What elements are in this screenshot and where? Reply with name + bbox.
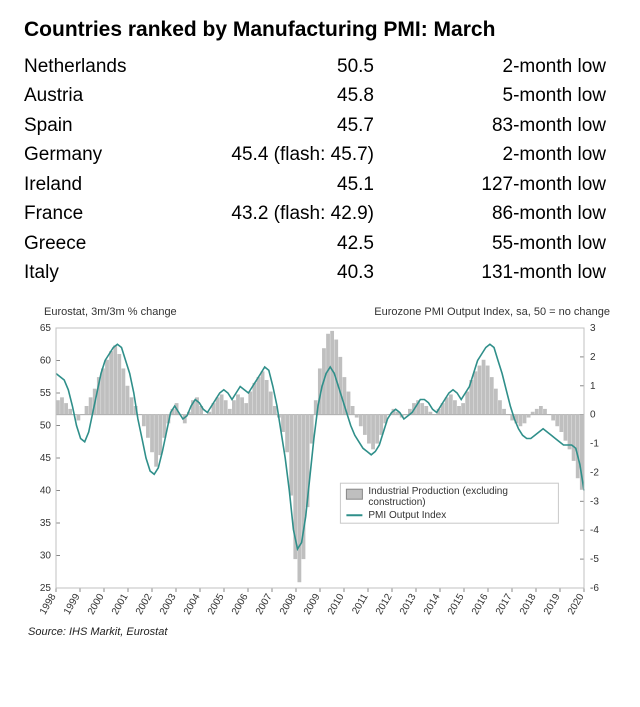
country-cell: Ireland [24, 170, 194, 199]
svg-text:2020: 2020 [566, 591, 587, 616]
svg-text:30: 30 [40, 550, 52, 561]
source-text: Source: IHS Markit, Eurostat [24, 626, 616, 638]
svg-text:2: 2 [590, 351, 596, 362]
value-cell: 45.8 [194, 81, 394, 110]
svg-text:2013: 2013 [398, 591, 419, 616]
value-cell: 45.1 [194, 170, 394, 199]
svg-text:3: 3 [590, 323, 596, 334]
svg-text:2000: 2000 [86, 591, 107, 616]
country-cell: Netherlands [24, 52, 194, 81]
country-cell: Germany [24, 140, 194, 169]
note-cell: 86-month low [394, 199, 616, 228]
country-cell: Greece [24, 229, 194, 258]
svg-text:2019: 2019 [542, 591, 563, 616]
svg-text:-5: -5 [590, 554, 599, 565]
svg-text:2016: 2016 [470, 591, 491, 616]
table-row: Spain 45.7 83-month low [24, 111, 616, 140]
svg-text:2003: 2003 [158, 591, 179, 616]
svg-text:2014: 2014 [422, 591, 443, 616]
value-cell: 43.2 (flash: 42.9) [194, 199, 394, 228]
page-title: Countries ranked by Manufacturing PMI: M… [24, 18, 616, 42]
svg-text:2017: 2017 [494, 591, 515, 616]
svg-text:-6: -6 [590, 583, 599, 594]
svg-text:55: 55 [40, 388, 52, 399]
svg-text:60: 60 [40, 355, 52, 366]
note-cell: 5-month low [394, 81, 616, 110]
svg-text:-1: -1 [590, 438, 599, 449]
table-row: Netherlands 50.5 2-month low [24, 52, 616, 81]
pmi-chart: 25 30 35 40 45 50 55 60 65 -6 -5 -4 -3 -2 -1 0 1 2 3 199819… [24, 322, 614, 622]
svg-text:2015: 2015 [446, 591, 467, 616]
value-cell: 40.3 [194, 258, 394, 287]
svg-text:construction): construction) [368, 497, 425, 508]
svg-text:45: 45 [40, 453, 52, 464]
svg-text:2005: 2005 [206, 591, 227, 616]
value-cell: 45.4 (flash: 45.7) [194, 140, 394, 169]
svg-text:-2: -2 [590, 467, 599, 478]
svg-text:2012: 2012 [374, 591, 395, 616]
svg-text:25: 25 [40, 583, 52, 594]
country-cell: France [24, 199, 194, 228]
chart-area: Eurostat, 3m/3m % change Eurozone PMI Ou… [24, 306, 616, 622]
svg-text:40: 40 [40, 485, 52, 496]
svg-text:2002: 2002 [134, 591, 155, 616]
left-axis-label: Eurostat, 3m/3m % change [44, 306, 177, 318]
svg-text:2010: 2010 [326, 591, 347, 616]
table-row: Italy 40.3 131-month low [24, 258, 616, 287]
svg-text:2018: 2018 [518, 591, 539, 616]
svg-text:1: 1 [590, 380, 596, 391]
table-row: Greece 42.5 55-month low [24, 229, 616, 258]
table-row: Ireland 45.1 127-month low [24, 170, 616, 199]
svg-text:-3: -3 [590, 496, 599, 507]
note-cell: 127-month low [394, 170, 616, 199]
note-cell: 2-month low [394, 140, 616, 169]
value-cell: 42.5 [194, 229, 394, 258]
svg-text:Industrial Production (excludi: Industrial Production (excluding [368, 486, 508, 497]
svg-text:2007: 2007 [254, 591, 275, 616]
svg-text:2001: 2001 [110, 591, 131, 616]
svg-text:1998: 1998 [38, 591, 59, 616]
right-axis-label: Eurozone PMI Output Index, sa, 50 = no c… [374, 306, 610, 318]
note-cell: 131-month low [394, 258, 616, 287]
country-cell: Spain [24, 111, 194, 140]
svg-text:50: 50 [40, 420, 52, 431]
country-cell: Italy [24, 258, 194, 287]
svg-text:-4: -4 [590, 525, 599, 536]
svg-text:2004: 2004 [182, 591, 203, 616]
note-cell: 2-month low [394, 52, 616, 81]
value-cell: 50.5 [194, 52, 394, 81]
table-row: Germany 45.4 (flash: 45.7) 2-month low [24, 140, 616, 169]
svg-text:2006: 2006 [230, 591, 251, 616]
svg-text:PMI Output Index: PMI Output Index [368, 510, 446, 521]
pmi-table: Netherlands 50.5 2-month low Austria 45.… [24, 52, 616, 288]
table-row: Austria 45.8 5-month low [24, 81, 616, 110]
svg-text:2009: 2009 [302, 591, 323, 616]
note-cell: 83-month low [394, 111, 616, 140]
note-cell: 55-month low [394, 229, 616, 258]
svg-text:65: 65 [40, 323, 52, 334]
value-cell: 45.7 [194, 111, 394, 140]
table-row: France 43.2 (flash: 42.9) 86-month low [24, 199, 616, 228]
svg-text:35: 35 [40, 518, 52, 529]
svg-text:2008: 2008 [278, 591, 299, 616]
svg-text:0: 0 [590, 409, 596, 420]
svg-text:1999: 1999 [62, 591, 83, 616]
svg-text:2011: 2011 [350, 591, 370, 616]
country-cell: Austria [24, 81, 194, 110]
